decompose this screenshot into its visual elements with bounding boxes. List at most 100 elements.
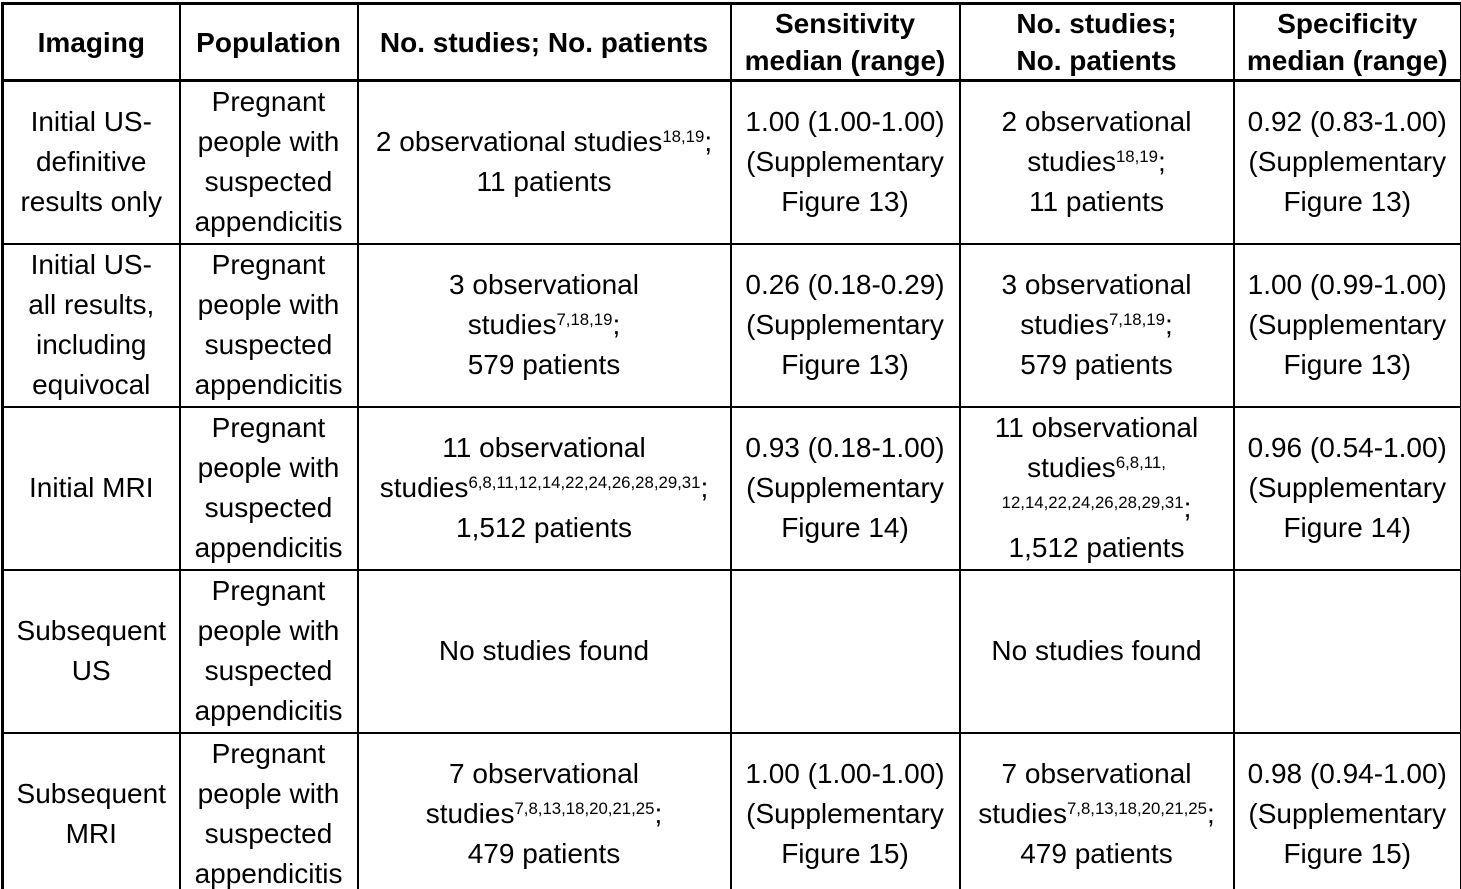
column-header-population: Population: [178, 2, 359, 82]
text-run: Initial MRI: [29, 472, 154, 503]
reference-superscript: 7,18,19: [556, 309, 613, 329]
column-header-specificity-line-1: Specificity: [1239, 6, 1457, 43]
cell-initial-us-definitive-imaging-line-3: results only: [8, 182, 175, 222]
text-run: Initial US-: [30, 249, 152, 280]
cell-initial-us-all-results-population-line-1: Pregnant: [185, 246, 353, 286]
column-header-specificity-line-2: median (range): [1239, 42, 1457, 78]
cell-subsequent-us-imaging: Subsequent US: [1, 568, 181, 734]
text-run: ;: [654, 797, 663, 829]
cell-subsequent-mri-sensitivity-line-3: Figure 15): [736, 834, 955, 874]
cell-initial-us-all-results-studies-patients-sens: 3 observational studies7,18,19; 579 patien…: [356, 242, 732, 408]
cell-initial-mri-studies-patients-spec-line-1: 11 observational: [965, 409, 1229, 449]
text-run: No. studies; No. patients: [379, 26, 709, 58]
text-run: No studies found: [991, 635, 1202, 666]
text-run: 1,512 patients: [1008, 532, 1185, 563]
reference-superscript: 18,19: [662, 127, 705, 147]
text-run: Figure 13): [1283, 349, 1412, 380]
table-row-subsequent-mri: Subsequent MRI Pregnant people with suspecte…: [1, 731, 1461, 889]
reference-superscript: 7,8,13,18,20,21,25: [514, 798, 655, 818]
text-run: ;: [1157, 146, 1166, 178]
text-run: studies: [379, 472, 469, 503]
cell-initial-us-all-results-imaging: Initial US-all results, including equivoca…: [1, 242, 181, 408]
text-run: US: [71, 655, 111, 686]
cell-initial-mri-population-line-3: suspected: [185, 488, 353, 528]
text-run: Figure 15): [1283, 837, 1412, 869]
cell-subsequent-mri-studies-patients-sens-line-2: studies7,8,13,18,20,21,25;: [363, 794, 726, 834]
cell-subsequent-mri-sensitivity-line-1: 1.00 (1.00-1.00): [736, 754, 955, 794]
cell-initial-us-all-results-sensitivity-line-3: Figure 13): [736, 345, 955, 385]
text-run: Figure 14): [1283, 512, 1412, 543]
cell-initial-us-definitive-studies-patients-sens: 2 observational studies18,19; 11 patients: [356, 79, 732, 245]
cell-initial-us-all-results-studies-patients-spec-line-1: 3 observational: [965, 265, 1229, 305]
cell-initial-mri-studies-patients-sens-line-3: 1,512 patients: [363, 508, 726, 548]
cell-initial-us-definitive-studies-patients-spec-line-1: 2 observational: [965, 102, 1229, 142]
text-run: people with: [197, 777, 340, 809]
text-run: 0.93 (0.18-1.00): [745, 432, 945, 463]
cell-initial-us-definitive-population: Pregnant people with suspected appendicitis: [178, 79, 359, 245]
text-run: (Supplementary: [746, 309, 944, 340]
cell-subsequent-us-specificity: [1232, 568, 1461, 734]
cell-initial-mri-sensitivity: 0.93 (0.18-1.00) (Supplementary Figure 14): [729, 405, 961, 571]
text-run: 11 observational: [994, 412, 1199, 443]
text-run: all results,: [28, 289, 155, 320]
text-run: appendicitis: [194, 695, 343, 726]
column-header-studies-patients-sens: No. studies; No. patients: [356, 2, 732, 82]
cell-initial-us-all-results-imaging-line-3: including: [8, 325, 175, 365]
cell-initial-us-definitive-population-line-3: suspected: [185, 162, 353, 202]
text-run: Pregnant: [211, 737, 326, 769]
text-run: MRI: [65, 817, 117, 849]
cell-initial-mri-studies-patients-sens: 11 observational studies6,8,11,12,14,22,2…: [356, 405, 732, 571]
cell-initial-us-definitive-sensitivity-line-2: (Supplementary: [736, 142, 955, 182]
text-run: 479 patients: [1020, 837, 1173, 869]
text-run: Pregnant: [211, 86, 326, 118]
cell-subsequent-us-studies-patients-sens-line-1: No studies found: [363, 631, 726, 671]
text-run: Figure 13): [781, 186, 909, 218]
cell-initial-us-all-results-population-line-3: suspected: [185, 325, 353, 365]
table-body: Initial US-definitive results only Pregnan…: [1, 79, 1461, 889]
table-header: Imaging Population No. studies; No. patien…: [1, 2, 1461, 82]
column-header-sensitivity: Sensitivity median (range): [729, 2, 961, 82]
cell-subsequent-mri-studies-patients-spec-line-1: 7 observational: [965, 754, 1229, 794]
text-run: including: [35, 329, 147, 360]
text-run: Pregnant: [211, 575, 326, 606]
cell-subsequent-mri-studies-patients-spec-line-2: studies7,8,13,18,20,21,25;: [965, 794, 1229, 834]
text-run: Figure 15): [781, 837, 909, 869]
header-row: Imaging Population No. studies; No. patien…: [1, 2, 1461, 82]
column-header-studies-patients-sens-line-1: No. studies; No. patients: [363, 24, 726, 61]
text-run: (Supplementary: [746, 472, 944, 503]
cell-initial-us-definitive-specificity: 0.92 (0.83-1.00) (Supplementary Figure 13): [1232, 79, 1461, 245]
cell-initial-us-all-results-population-line-4: appendicitis: [185, 365, 353, 405]
cell-initial-us-all-results-imaging-line-1: Initial US-: [8, 246, 175, 286]
cell-initial-us-all-results-sensitivity-line-1: 0.26 (0.18-0.29): [736, 265, 955, 305]
text-run: Figure 13): [1283, 186, 1412, 218]
cell-initial-us-all-results-sensitivity-line-2: (Supplementary: [736, 305, 955, 345]
text-run: studies: [1020, 309, 1109, 340]
text-run: 1,512 patients: [456, 512, 632, 543]
text-run: Subsequent: [16, 615, 166, 646]
text-run: people with: [197, 452, 340, 483]
cell-subsequent-us-studies-patients-sens: No studies found: [356, 568, 732, 734]
text-run: 1.00 (0.99-1.00): [1247, 269, 1447, 300]
cell-initial-us-definitive-specificity-line-1: 0.92 (0.83-1.00): [1239, 102, 1457, 142]
cell-subsequent-mri-studies-patients-sens-line-1: 7 observational: [363, 754, 726, 794]
cell-initial-mri-studies-patients-sens-line-1: 11 observational: [363, 428, 726, 468]
text-run: 0.96 (0.54-1.00): [1247, 432, 1447, 463]
cell-subsequent-us-population-line-4: appendicitis: [185, 691, 353, 731]
text-run: appendicitis: [194, 857, 343, 889]
cell-initial-mri-studies-patients-spec-line-2: studies6,8,11,: [965, 448, 1229, 488]
text-run: Pregnant: [211, 412, 326, 443]
text-run: people with: [197, 126, 340, 158]
cell-initial-us-definitive-imaging-line-2: definitive: [8, 142, 175, 182]
cell-subsequent-mri-population-line-4: appendicitis: [185, 854, 353, 889]
text-run: ;: [612, 309, 621, 340]
table-row-initial-us-all-results: Initial US-all results, including equivoca…: [1, 242, 1461, 408]
text-run: 0.98 (0.94-1.00): [1247, 757, 1447, 789]
cell-subsequent-mri-studies-patients-spec: 7 observational studies7,8,13,18,20,21,25…: [958, 731, 1235, 889]
cell-subsequent-mri-specificity-line-3: Figure 15): [1239, 834, 1457, 874]
column-header-studies-patients-spec: No. studies; No. patients: [958, 2, 1235, 82]
cell-subsequent-mri-studies-patients-sens-line-3: 479 patients: [363, 834, 726, 874]
text-run: 479 patients: [467, 837, 621, 869]
cell-initial-mri-population-line-1: Pregnant: [185, 409, 353, 449]
